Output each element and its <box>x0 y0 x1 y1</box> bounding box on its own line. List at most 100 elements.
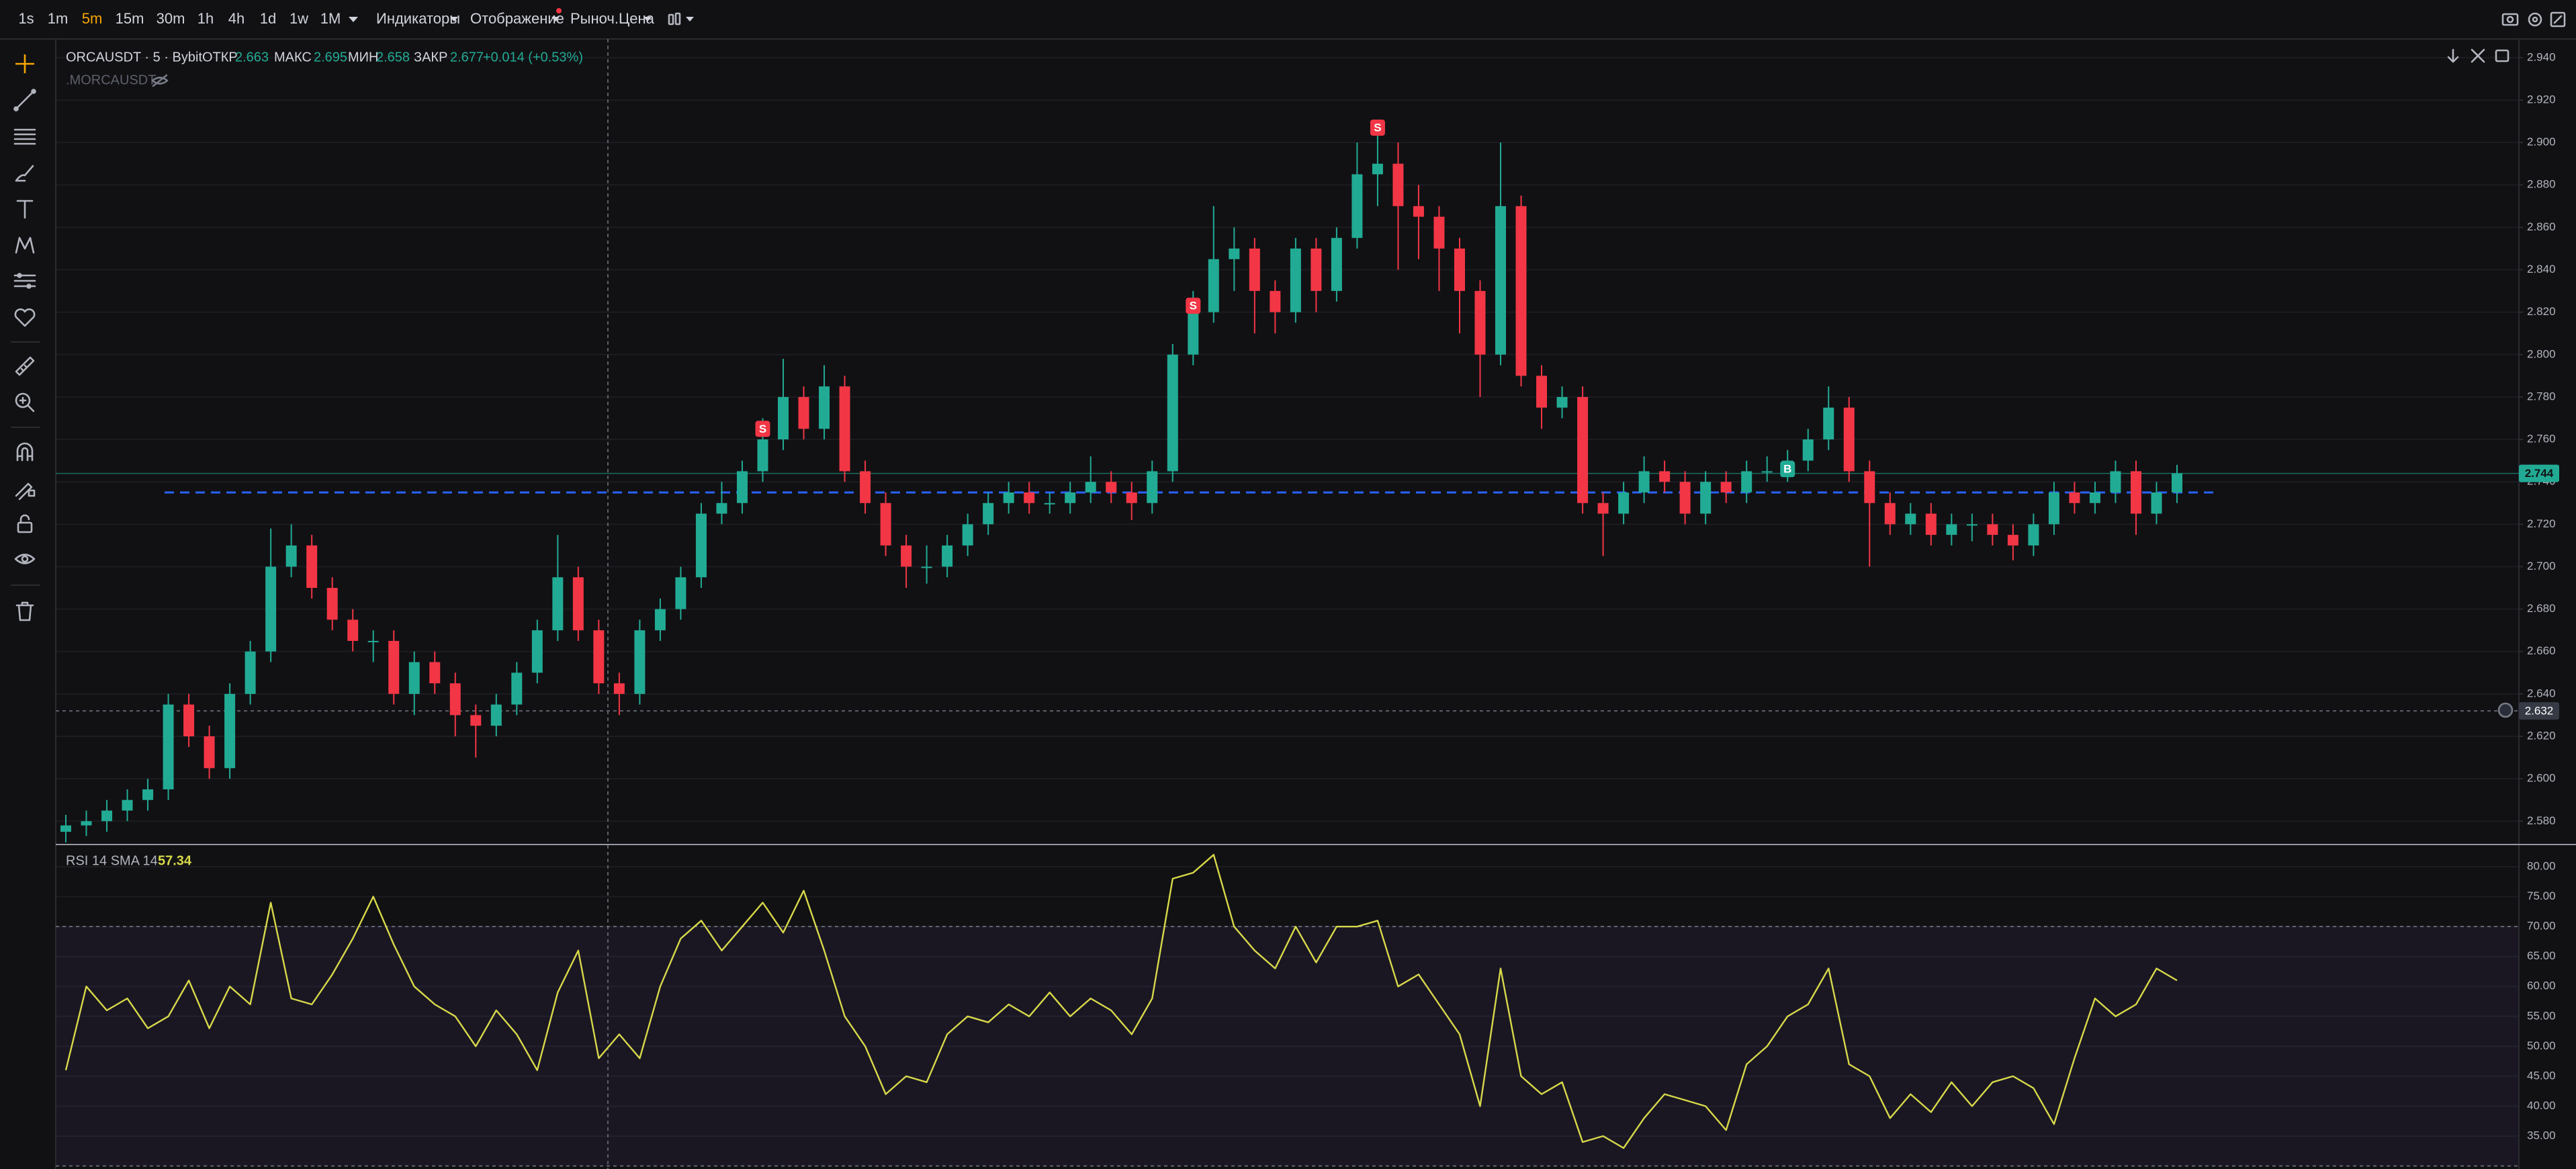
lock-tool[interactable] <box>17 514 33 533</box>
candle-body <box>1188 312 1199 355</box>
maximize[interactable] <box>2495 49 2510 62</box>
candle-body <box>1106 482 1117 492</box>
overlay-symbol[interactable]: .MORCAUSDT <box>66 73 156 87</box>
interval[interactable]: 4h <box>228 10 245 27</box>
candle-body <box>860 471 871 503</box>
candle-body <box>1679 482 1691 514</box>
draw-lock-tool[interactable] <box>15 482 36 501</box>
signal-label: S <box>1374 121 1381 134</box>
y-tick-label: 2.720 <box>2527 517 2556 530</box>
candle-body <box>1720 482 1732 492</box>
candle-body <box>798 396 809 429</box>
interval-dropdown[interactable] <box>349 17 358 22</box>
screenshot-button[interactable] <box>2501 13 2519 26</box>
trendline-tool[interactable] <box>13 89 36 112</box>
y-tick-label: 2.820 <box>2527 305 2556 318</box>
fib-tool[interactable] <box>13 128 36 145</box>
move-down[interactable] <box>2447 48 2459 63</box>
pattern-tool[interactable] <box>15 236 35 254</box>
candle-body <box>572 577 584 631</box>
interval[interactable]: 1h <box>197 10 214 27</box>
interval-active[interactable]: 5m <box>82 10 103 27</box>
candle-body <box>2151 492 2162 514</box>
candle-body <box>1147 471 1158 503</box>
fullscreen-button[interactable] <box>2550 11 2566 28</box>
candle-body <box>2130 471 2141 514</box>
visibility-tool[interactable] <box>14 554 36 564</box>
candle-body <box>60 825 71 832</box>
interval[interactable]: 30m <box>157 10 185 27</box>
low-value: 2.658 <box>376 50 410 64</box>
collapse[interactable] <box>2471 48 2485 63</box>
chart-type-button[interactable] <box>668 12 681 26</box>
low-label: МИН <box>348 50 378 64</box>
interval[interactable]: 1m <box>48 10 69 27</box>
high-value: 2.695 <box>314 50 347 64</box>
candle-body <box>2110 471 2121 492</box>
candle-body <box>778 396 789 440</box>
candle-body <box>962 524 973 546</box>
text-tool[interactable] <box>16 200 34 219</box>
zoom-tool[interactable] <box>15 392 35 413</box>
y-tick-label: 2.940 <box>2527 50 2556 63</box>
candle-body <box>1761 471 1773 473</box>
candle-body <box>1536 376 1548 408</box>
prediction-tool[interactable] <box>13 273 36 289</box>
crosshair-menu[interactable] <box>2497 702 2514 718</box>
candle-body <box>819 386 830 429</box>
delete-tool[interactable] <box>15 601 34 621</box>
candle-body <box>2172 473 2182 492</box>
favorites-tool[interactable] <box>14 308 36 327</box>
change-value: +0.014 (+0.53%) <box>483 50 583 64</box>
crosshair-tool[interactable] <box>15 54 34 73</box>
caret <box>686 17 694 21</box>
candle-body <box>839 386 850 472</box>
grid <box>56 56 2519 1137</box>
pane-buttons <box>2447 48 2514 718</box>
candle-body <box>942 545 953 567</box>
candle-body <box>470 715 482 726</box>
candle-body <box>1126 492 1137 503</box>
settings-button[interactable] <box>2528 12 2542 27</box>
y-tick-label: 2.860 <box>2527 220 2556 233</box>
left-toolbar <box>11 54 40 621</box>
candle-body <box>224 693 236 769</box>
candle-body <box>1290 248 1301 312</box>
candle-body <box>1556 396 1568 408</box>
interval[interactable]: 1M <box>320 10 341 27</box>
candle-body <box>1966 524 1978 526</box>
candle-body <box>449 683 461 716</box>
candle-body <box>1925 513 1937 535</box>
candle-body <box>1229 248 1240 259</box>
signal-label: S <box>759 423 766 435</box>
candle-body <box>634 630 646 694</box>
candle-body <box>408 662 420 694</box>
candle-body <box>880 503 891 546</box>
y-tick-label: 2.900 <box>2527 136 2556 148</box>
open-label: ОТКР <box>202 50 238 64</box>
hide-overlay[interactable] <box>151 74 169 87</box>
interval[interactable]: 1s <box>18 10 34 27</box>
y-tick-label: 60.00 <box>2527 980 2556 992</box>
candle-body <box>2028 524 2039 546</box>
candle-body <box>245 651 256 694</box>
ruler-tool[interactable] <box>15 356 35 376</box>
menu-price[interactable]: Рыноч.Цена <box>570 10 655 27</box>
candle-body <box>1208 259 1219 312</box>
candle-body <box>388 640 400 694</box>
candle-body <box>347 619 359 641</box>
symbol[interactable]: ORCAUSDT · 5 · Bybit <box>66 50 202 64</box>
interval[interactable]: 15m <box>116 10 144 27</box>
magnet-tool[interactable] <box>16 442 34 462</box>
candle-body <box>265 566 277 652</box>
candle-body <box>1864 471 1875 503</box>
candle-body <box>1044 503 1055 505</box>
interval[interactable]: 1w <box>290 10 308 27</box>
menu-display[interactable]: Отображение <box>470 10 564 27</box>
candle-body <box>2069 492 2080 503</box>
interval[interactable]: 1d <box>260 10 276 27</box>
brush-tool[interactable] <box>15 165 34 182</box>
candle-body <box>1270 291 1281 312</box>
menu-indicators[interactable]: Индикаторы <box>376 10 460 27</box>
